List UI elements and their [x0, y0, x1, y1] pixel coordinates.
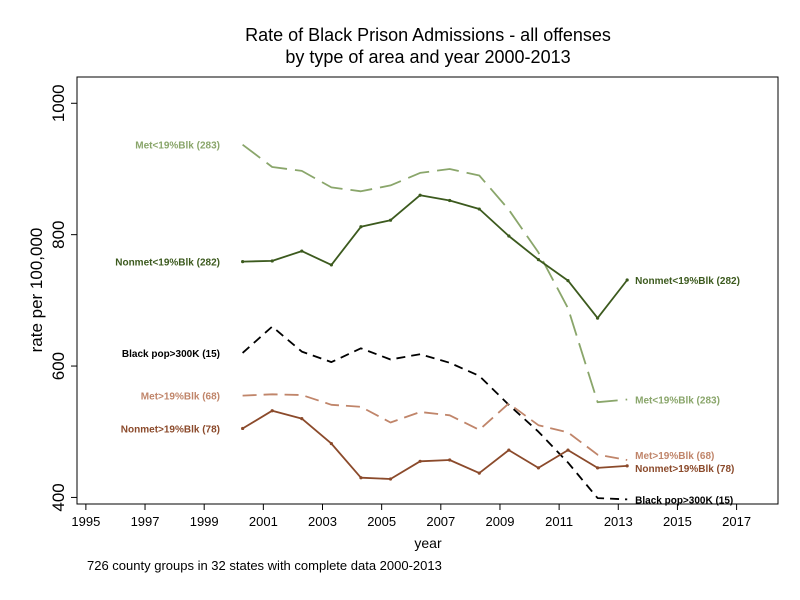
series-point: [359, 476, 363, 480]
series-start-label: Black pop>300K (15): [122, 349, 220, 360]
x-tick-label: 2009: [486, 514, 515, 529]
series-line: [242, 409, 628, 480]
series-line: [242, 393, 628, 461]
y-tick-label: 800: [49, 220, 68, 248]
chart-title: Rate of Black Prison Admissions - all of…: [245, 25, 611, 45]
x-tick-label: 2015: [663, 514, 692, 529]
x-tick-label: 2001: [249, 514, 278, 529]
x-tick-label: 1995: [71, 514, 100, 529]
plot-area-frame: [76, 76, 779, 505]
y-tick-label: 1000: [49, 84, 68, 122]
x-tick-label: 2017: [722, 514, 751, 529]
series-point: [241, 426, 245, 431]
x-tick-label: 2013: [604, 514, 633, 529]
series-end-label: Met>19%Blk (68): [635, 451, 714, 462]
series-point: [595, 466, 600, 470]
series-start-label: Met<19%Blk (283): [135, 141, 220, 152]
y-axis: 400 600 800 1000: [49, 84, 77, 512]
series-end-label: Nonmet>19%Blk (78): [635, 464, 734, 475]
series-start-label: Nonmet<19%Blk (282): [115, 258, 220, 269]
series-point: [536, 258, 541, 262]
series-0: Met<19%Blk (283) Met<19%Blk (283): [135, 141, 720, 407]
series-3: Met>19%Blk (68) Met>19%Blk (68): [141, 392, 715, 462]
series-2: Black pop>300K (15) Black pop>300K (15): [122, 325, 733, 506]
chart-subtitle: by type of area and year 2000-2013: [285, 47, 570, 67]
series-4: Nonmet>19%Blk (78) Nonmet>19%Blk (78): [121, 409, 734, 481]
series-point: [388, 218, 393, 222]
series-point: [329, 263, 333, 267]
series-point: [566, 279, 570, 283]
y-tick-label: 600: [49, 352, 68, 380]
x-axis-label: year: [414, 535, 442, 551]
series-point: [595, 316, 600, 320]
x-tick-label: 1997: [131, 514, 160, 529]
series-point: [625, 278, 629, 282]
series-point: [536, 466, 541, 470]
x-tick-label: 1999: [190, 514, 219, 529]
series-point: [388, 477, 393, 481]
series-end-label: Met<19%Blk (283): [635, 396, 720, 407]
series-point: [507, 234, 511, 238]
x-tick-label: 2005: [367, 514, 396, 529]
series-point: [270, 259, 274, 263]
y-tick-label: 400: [49, 483, 68, 511]
series-point: [270, 409, 274, 413]
series-start-label: Nonmet>19%Blk (78): [121, 424, 220, 435]
series-start-label: Met>19%Blk (68): [141, 392, 220, 403]
series-end-label: Nonmet<19%Blk (282): [635, 276, 740, 287]
series-1: Nonmet<19%Blk (282) Nonmet<19%Blk (282): [115, 193, 740, 320]
chart-note: 726 county groups in 32 states with comp…: [87, 558, 442, 573]
series-line: [242, 194, 628, 319]
series-point: [418, 193, 422, 197]
series-line: [242, 325, 628, 501]
x-tick-label: 2007: [426, 514, 455, 529]
series-point: [418, 459, 422, 463]
series-point: [625, 464, 629, 468]
series-point: [359, 225, 363, 229]
series-point: [477, 471, 481, 475]
x-tick-label: 2003: [308, 514, 337, 529]
series-point: [566, 448, 570, 452]
series-point: [477, 207, 481, 211]
series-point: [300, 417, 304, 421]
x-axis: 1995 1997 1999 2001 2003 2005 2007 2009 2011 2013…: [71, 504, 751, 529]
series-point: [448, 458, 452, 462]
y-axis-label: rate per 100,000: [27, 228, 46, 353]
series-point: [507, 448, 511, 452]
series-point: [448, 198, 452, 203]
series-point: [329, 441, 333, 446]
series-line: [242, 143, 628, 404]
x-tick-label: 2011: [545, 514, 573, 529]
series-point: [300, 249, 304, 253]
series-point: [241, 259, 245, 264]
series-end-label: Black pop>300K (15): [635, 495, 733, 506]
series-layer: Met<19%Blk (283) Met<19%Blk (283) Nonmet<1…: [115, 141, 740, 507]
